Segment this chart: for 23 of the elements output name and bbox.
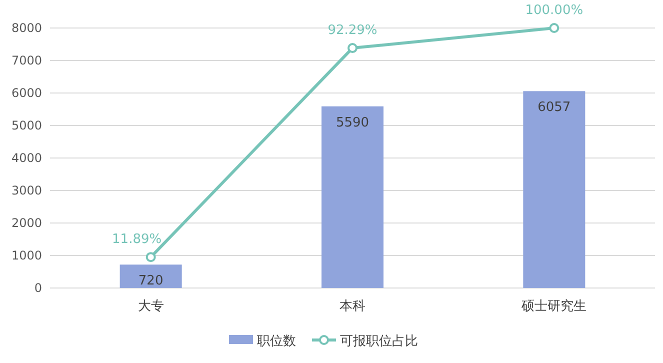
y-tick-label: 8000	[11, 21, 42, 35]
x-tick-label: 大专	[138, 299, 164, 314]
x-tick-label: 本科	[340, 299, 366, 314]
bar	[322, 106, 384, 288]
y-tick-label: 2000	[11, 216, 42, 230]
y-tick-label: 6000	[11, 86, 42, 100]
y-tick-label: 5000	[11, 118, 42, 132]
x-tick-label: 硕士研究生	[520, 299, 587, 314]
data-label: 720	[138, 274, 164, 289]
y-tick-label: 4000	[11, 151, 42, 165]
data-label: 92.29%	[328, 23, 378, 38]
data-label: 6057	[538, 100, 571, 116]
data-label: 11.89%	[112, 232, 162, 248]
y-tick-label: 1000	[11, 248, 42, 262]
y-tick-label: 0	[34, 281, 42, 295]
bar	[120, 264, 182, 288]
bar	[523, 91, 586, 288]
legend-label: 职位数	[257, 334, 296, 349]
y-tick-label: 3000	[11, 184, 42, 198]
data-label: 5590	[336, 115, 370, 130]
legend-label: 可报职位占比	[340, 334, 418, 349]
y-tick-label: 7000	[11, 54, 42, 68]
data-label: 100.00%	[525, 3, 584, 18]
